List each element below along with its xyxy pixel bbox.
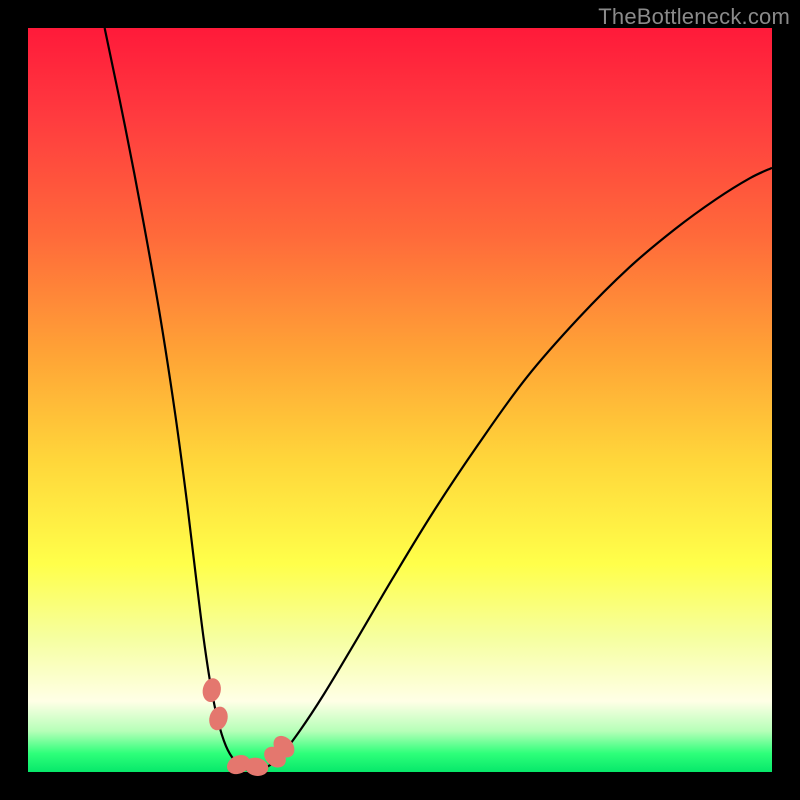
plot-background <box>28 28 772 772</box>
watermark-text: TheBottleneck.com <box>598 4 790 30</box>
chart-canvas: TheBottleneck.com <box>0 0 800 800</box>
bottleneck-curve-plot <box>0 0 800 800</box>
